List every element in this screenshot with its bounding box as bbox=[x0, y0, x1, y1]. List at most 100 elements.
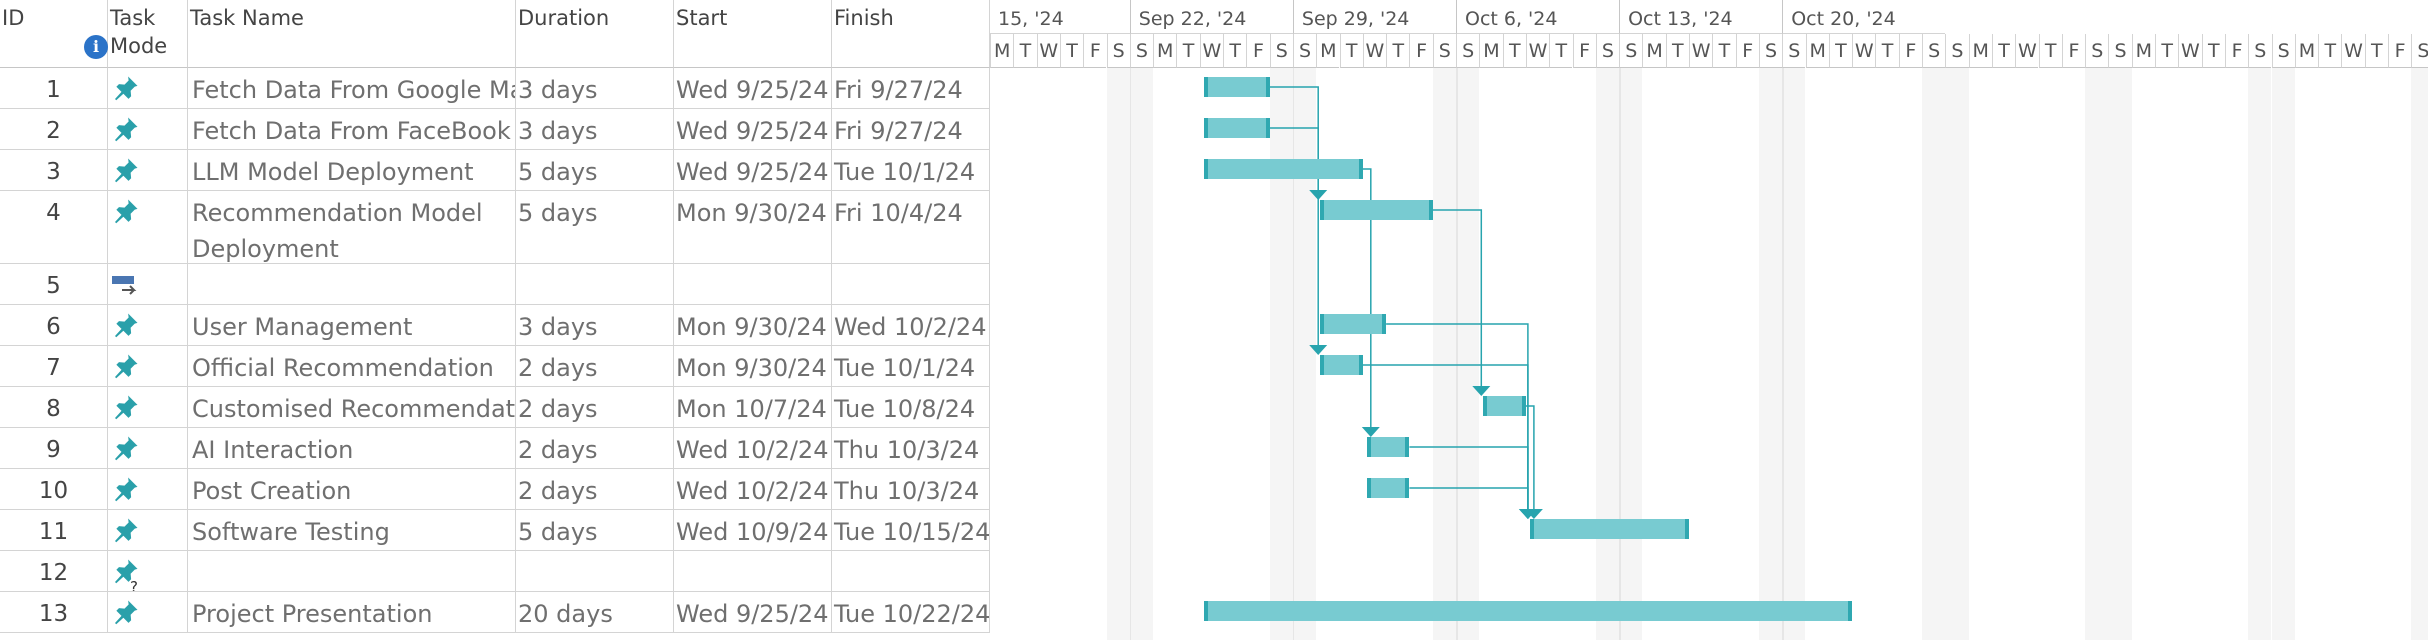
cell-mode[interactable]: ? bbox=[108, 551, 188, 592]
cell-duration[interactable]: 2 days bbox=[516, 387, 674, 428]
cell-duration[interactable] bbox=[516, 551, 674, 592]
task-bar[interactable] bbox=[1483, 396, 1526, 416]
column-header-finish[interactable]: Finish bbox=[832, 0, 990, 68]
cell-duration[interactable]: 5 days bbox=[516, 150, 674, 191]
cell-start[interactable] bbox=[674, 551, 832, 592]
task-row[interactable]: 12? bbox=[0, 551, 990, 592]
cell-start[interactable]: Mon 9/30/24 bbox=[674, 346, 832, 387]
task-bar[interactable] bbox=[1529, 519, 1689, 539]
cell-name[interactable]: Customised Recommendatio bbox=[188, 387, 516, 428]
task-bar[interactable] bbox=[1366, 437, 1410, 457]
cell-finish[interactable]: Tue 10/15/24 bbox=[832, 510, 990, 551]
cell-id[interactable]: 11 bbox=[0, 510, 108, 551]
column-header-task-name[interactable]: Task Name bbox=[188, 0, 516, 68]
cell-mode[interactable] bbox=[108, 150, 188, 191]
cell-id[interactable]: 3 bbox=[0, 150, 108, 191]
cell-duration[interactable]: 5 days bbox=[516, 191, 674, 264]
cell-finish[interactable]: Tue 10/8/24 bbox=[832, 387, 990, 428]
cell-duration[interactable] bbox=[516, 264, 674, 305]
cell-finish[interactable]: Tue 10/1/24 bbox=[832, 150, 990, 191]
column-header-task-mode[interactable]: Task i Mode bbox=[84, 0, 188, 68]
cell-mode[interactable] bbox=[108, 68, 188, 109]
task-bar[interactable] bbox=[1203, 118, 1270, 138]
cell-name[interactable]: Fetch Data From Google Ma bbox=[188, 68, 516, 109]
task-bar[interactable] bbox=[1203, 159, 1363, 179]
cell-mode[interactable] bbox=[108, 264, 188, 305]
cell-mode[interactable] bbox=[108, 428, 188, 469]
cell-finish[interactable] bbox=[832, 551, 990, 592]
task-bar[interactable] bbox=[1203, 77, 1270, 97]
cell-name[interactable] bbox=[188, 264, 516, 305]
cell-id[interactable]: 8 bbox=[0, 387, 108, 428]
cell-duration[interactable]: 5 days bbox=[516, 510, 674, 551]
cell-id[interactable]: 10 bbox=[0, 469, 108, 510]
cell-finish[interactable]: Thu 10/3/24 bbox=[832, 428, 990, 469]
cell-finish[interactable]: Tue 10/22/24 bbox=[832, 592, 990, 633]
cell-mode[interactable] bbox=[108, 510, 188, 551]
cell-mode[interactable] bbox=[108, 592, 188, 633]
task-row[interactable]: 11 Software Testing 5 days Wed 10/9/24 Tue 1… bbox=[0, 510, 990, 551]
task-row[interactable]: 1 Fetch Data From Google Ma 3 days Wed 9/25… bbox=[0, 68, 990, 109]
cell-start[interactable]: Mon 9/30/24 bbox=[674, 191, 832, 264]
cell-start[interactable] bbox=[674, 264, 832, 305]
cell-duration[interactable]: 20 days bbox=[516, 592, 674, 633]
info-icon[interactable]: i bbox=[84, 35, 108, 59]
cell-name[interactable]: Official Recommendation bbox=[188, 346, 516, 387]
cell-mode[interactable] bbox=[108, 346, 188, 387]
task-row[interactable]: 13 Project Presentation 20 days Wed 9/25/24… bbox=[0, 592, 990, 633]
cell-finish[interactable]: Fri 9/27/24 bbox=[832, 68, 990, 109]
task-bar[interactable] bbox=[1203, 601, 1853, 621]
cell-finish[interactable]: Fri 10/4/24 bbox=[832, 191, 990, 264]
cell-mode[interactable] bbox=[108, 191, 188, 264]
cell-name[interactable]: Project Presentation bbox=[188, 592, 516, 633]
cell-mode[interactable] bbox=[108, 109, 188, 150]
cell-mode[interactable] bbox=[108, 305, 188, 346]
cell-start[interactable]: Wed 10/2/24 bbox=[674, 469, 832, 510]
cell-id[interactable]: 1 bbox=[0, 68, 108, 109]
task-bar[interactable] bbox=[1320, 355, 1363, 375]
cell-id[interactable]: 5 bbox=[0, 264, 108, 305]
cell-start[interactable]: Mon 10/7/24 bbox=[674, 387, 832, 428]
cell-duration[interactable]: 3 days bbox=[516, 109, 674, 150]
cell-finish[interactable]: Thu 10/3/24 bbox=[832, 469, 990, 510]
cell-finish[interactable] bbox=[832, 264, 990, 305]
cell-name[interactable]: LLM Model Deployment bbox=[188, 150, 516, 191]
column-header-start[interactable]: Start bbox=[674, 0, 832, 68]
cell-id[interactable]: 4 bbox=[0, 191, 108, 264]
task-row[interactable]: 8 Customised Recommendatio 2 days Mon 10/7/… bbox=[0, 387, 990, 428]
task-row[interactable]: 7 Official Recommendation 2 days Mon 9/30/2… bbox=[0, 346, 990, 387]
task-bar[interactable] bbox=[1320, 200, 1433, 220]
cell-id[interactable]: 9 bbox=[0, 428, 108, 469]
cell-start[interactable]: Wed 10/2/24 bbox=[674, 428, 832, 469]
task-row[interactable]: 4 Recommendation Model Deployment 5 days Mo… bbox=[0, 191, 990, 264]
task-bar[interactable] bbox=[1320, 314, 1387, 334]
cell-id[interactable]: 7 bbox=[0, 346, 108, 387]
cell-duration[interactable]: 2 days bbox=[516, 346, 674, 387]
task-bar[interactable] bbox=[1366, 478, 1410, 498]
cell-name[interactable] bbox=[188, 551, 516, 592]
column-header-duration[interactable]: Duration bbox=[516, 0, 674, 68]
cell-id[interactable]: 12 bbox=[0, 551, 108, 592]
cell-duration[interactable]: 2 days bbox=[516, 469, 674, 510]
cell-id[interactable]: 6 bbox=[0, 305, 108, 346]
cell-name[interactable]: Recommendation Model Deployment bbox=[188, 191, 516, 264]
task-row[interactable]: 3 LLM Model Deployment 5 days Wed 9/25/24 Tu… bbox=[0, 150, 990, 191]
column-header-id[interactable]: ID bbox=[0, 0, 108, 68]
cell-mode[interactable] bbox=[108, 469, 188, 510]
cell-start[interactable]: Wed 9/25/24 bbox=[674, 68, 832, 109]
cell-mode[interactable] bbox=[108, 387, 188, 428]
cell-name[interactable]: Software Testing bbox=[188, 510, 516, 551]
cell-duration[interactable]: 2 days bbox=[516, 428, 674, 469]
cell-start[interactable]: Mon 9/30/24 bbox=[674, 305, 832, 346]
cell-start[interactable]: Wed 9/25/24 bbox=[674, 150, 832, 191]
cell-name[interactable]: User Management bbox=[188, 305, 516, 346]
cell-finish[interactable]: Wed 10/2/24 bbox=[832, 305, 990, 346]
cell-name[interactable]: Post Creation bbox=[188, 469, 516, 510]
cell-name[interactable]: AI Interaction bbox=[188, 428, 516, 469]
task-row[interactable]: 5 bbox=[0, 264, 990, 305]
cell-start[interactable]: Wed 9/25/24 bbox=[674, 109, 832, 150]
cell-finish[interactable]: Tue 10/1/24 bbox=[832, 346, 990, 387]
cell-duration[interactable]: 3 days bbox=[516, 68, 674, 109]
task-row[interactable]: 9 AI Interaction 2 days Wed 10/2/24 Thu 10/3… bbox=[0, 428, 990, 469]
cell-id[interactable]: 13 bbox=[0, 592, 108, 633]
